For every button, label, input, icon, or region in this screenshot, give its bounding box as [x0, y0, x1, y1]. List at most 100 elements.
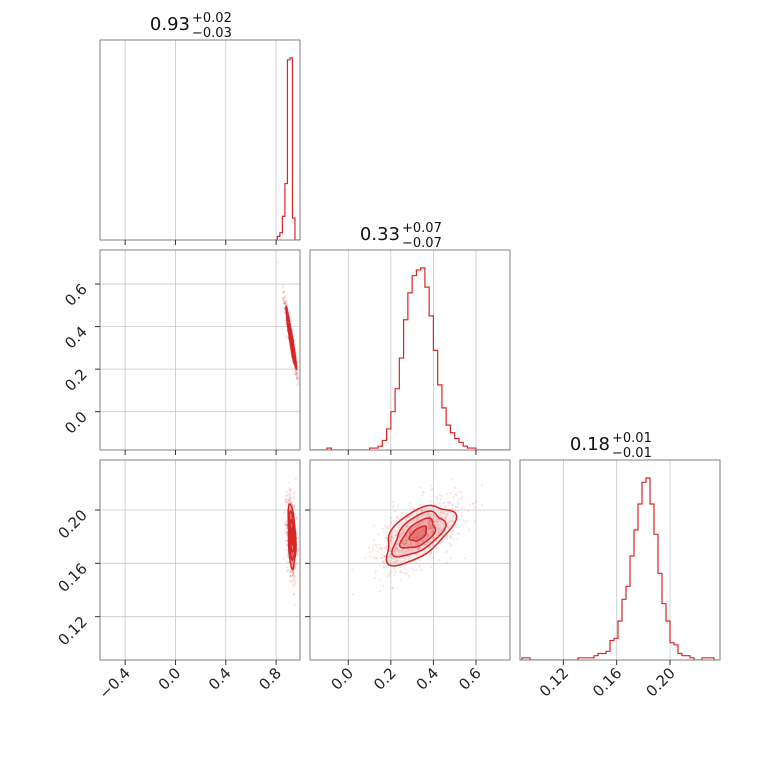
sample-point: [283, 296, 286, 299]
sample-point: [460, 491, 463, 494]
sample-point: [425, 536, 428, 539]
sample-point: [416, 547, 420, 550]
sample-point: [406, 525, 409, 528]
sample-point: [406, 550, 409, 553]
sample-point: [421, 529, 424, 532]
sample-point: [401, 571, 404, 574]
sample-point: [448, 526, 451, 530]
sample-point: [396, 559, 399, 562]
sample-point: [283, 302, 286, 305]
sample-point: [435, 547, 438, 550]
sample-point: [445, 513, 449, 516]
sample-point: [284, 539, 287, 542]
sample-point: [400, 511, 403, 515]
sample-point: [380, 556, 383, 560]
sample-point: [422, 492, 425, 495]
sample-point: [430, 523, 433, 526]
sample-point: [422, 539, 425, 542]
sample-point: [410, 514, 413, 517]
sample-point: [285, 522, 289, 525]
sample-point: [448, 500, 451, 504]
sample-point: [292, 571, 295, 575]
sample-point: [455, 493, 458, 497]
sample-point: [389, 536, 392, 539]
sample-point: [402, 552, 405, 555]
sample-point: [450, 543, 453, 547]
sample-point: [296, 377, 299, 380]
sample-point: [283, 296, 286, 300]
sample-point: [377, 533, 380, 536]
sample-point: [433, 536, 436, 539]
sample-point: [454, 505, 457, 509]
sample-point: [292, 571, 295, 574]
x-tick-label: 0.8: [255, 664, 285, 694]
sample-point: [289, 488, 292, 492]
sample-point: [455, 537, 459, 541]
sample-point: [285, 539, 289, 543]
sample-point: [442, 522, 446, 525]
histogram-param-1: [310, 267, 510, 450]
sample-point: [284, 523, 287, 527]
sample-point: [421, 539, 425, 542]
y-tick-label: 0.16: [54, 559, 90, 595]
panel-frame-0-0: [99, 39, 301, 241]
sample-point: [452, 537, 455, 541]
sample-point: [407, 574, 411, 578]
sample-point: [435, 540, 438, 543]
sample-point: [286, 549, 289, 552]
sample-point: [290, 575, 293, 578]
sample-point: [383, 531, 386, 534]
sample-point: [297, 379, 300, 383]
sample-point: [431, 488, 434, 491]
sample-point: [427, 533, 430, 537]
sample-point: [409, 561, 412, 564]
sample-point: [284, 297, 287, 300]
sample-point: [447, 525, 450, 528]
sample-point: [380, 547, 383, 550]
contours-1-2: [385, 504, 458, 567]
sample-point: [293, 372, 296, 375]
sample-point: [284, 498, 288, 501]
sample-point: [288, 575, 292, 578]
sample-point: [417, 541, 421, 544]
sample-point: [400, 515, 404, 518]
sample-point: [297, 383, 300, 386]
sample-point: [289, 490, 292, 493]
sample-point: [283, 524, 287, 527]
x-tick-label: −0.4: [95, 664, 133, 702]
sample-point: [402, 543, 405, 546]
sample-point: [408, 549, 411, 552]
sample-point: [291, 553, 294, 556]
sample-point: [429, 525, 432, 529]
sample-point: [432, 537, 435, 540]
x-tick-label: 0.12: [536, 664, 572, 700]
sample-point: [294, 504, 297, 508]
sample-point: [409, 540, 413, 544]
sample-point: [288, 496, 291, 499]
sample-point: [291, 570, 294, 573]
sample-point: [439, 528, 443, 532]
sample-point: [392, 505, 395, 508]
sample-point: [288, 489, 291, 492]
sample-point: [387, 525, 390, 528]
sample-point: [284, 523, 287, 526]
sample-point: [288, 498, 291, 502]
sample-point: [427, 514, 430, 517]
sample-point: [292, 572, 295, 575]
sample-point: [454, 493, 457, 496]
sample-point: [428, 527, 431, 530]
sample-point: [292, 506, 295, 509]
contour-level-3: [290, 527, 294, 546]
sample-point: [285, 335, 288, 338]
sample-point: [295, 376, 299, 379]
sample-point: [403, 543, 406, 546]
sample-point: [441, 541, 444, 544]
sample-point: [463, 557, 466, 560]
sample-point: [283, 311, 286, 314]
y-tick-label: 0.20: [54, 506, 90, 542]
sample-point: [369, 555, 372, 558]
sample-point: [409, 530, 412, 533]
sample-point: [408, 531, 411, 534]
sample-point: [417, 548, 420, 551]
sample-point: [414, 525, 418, 529]
